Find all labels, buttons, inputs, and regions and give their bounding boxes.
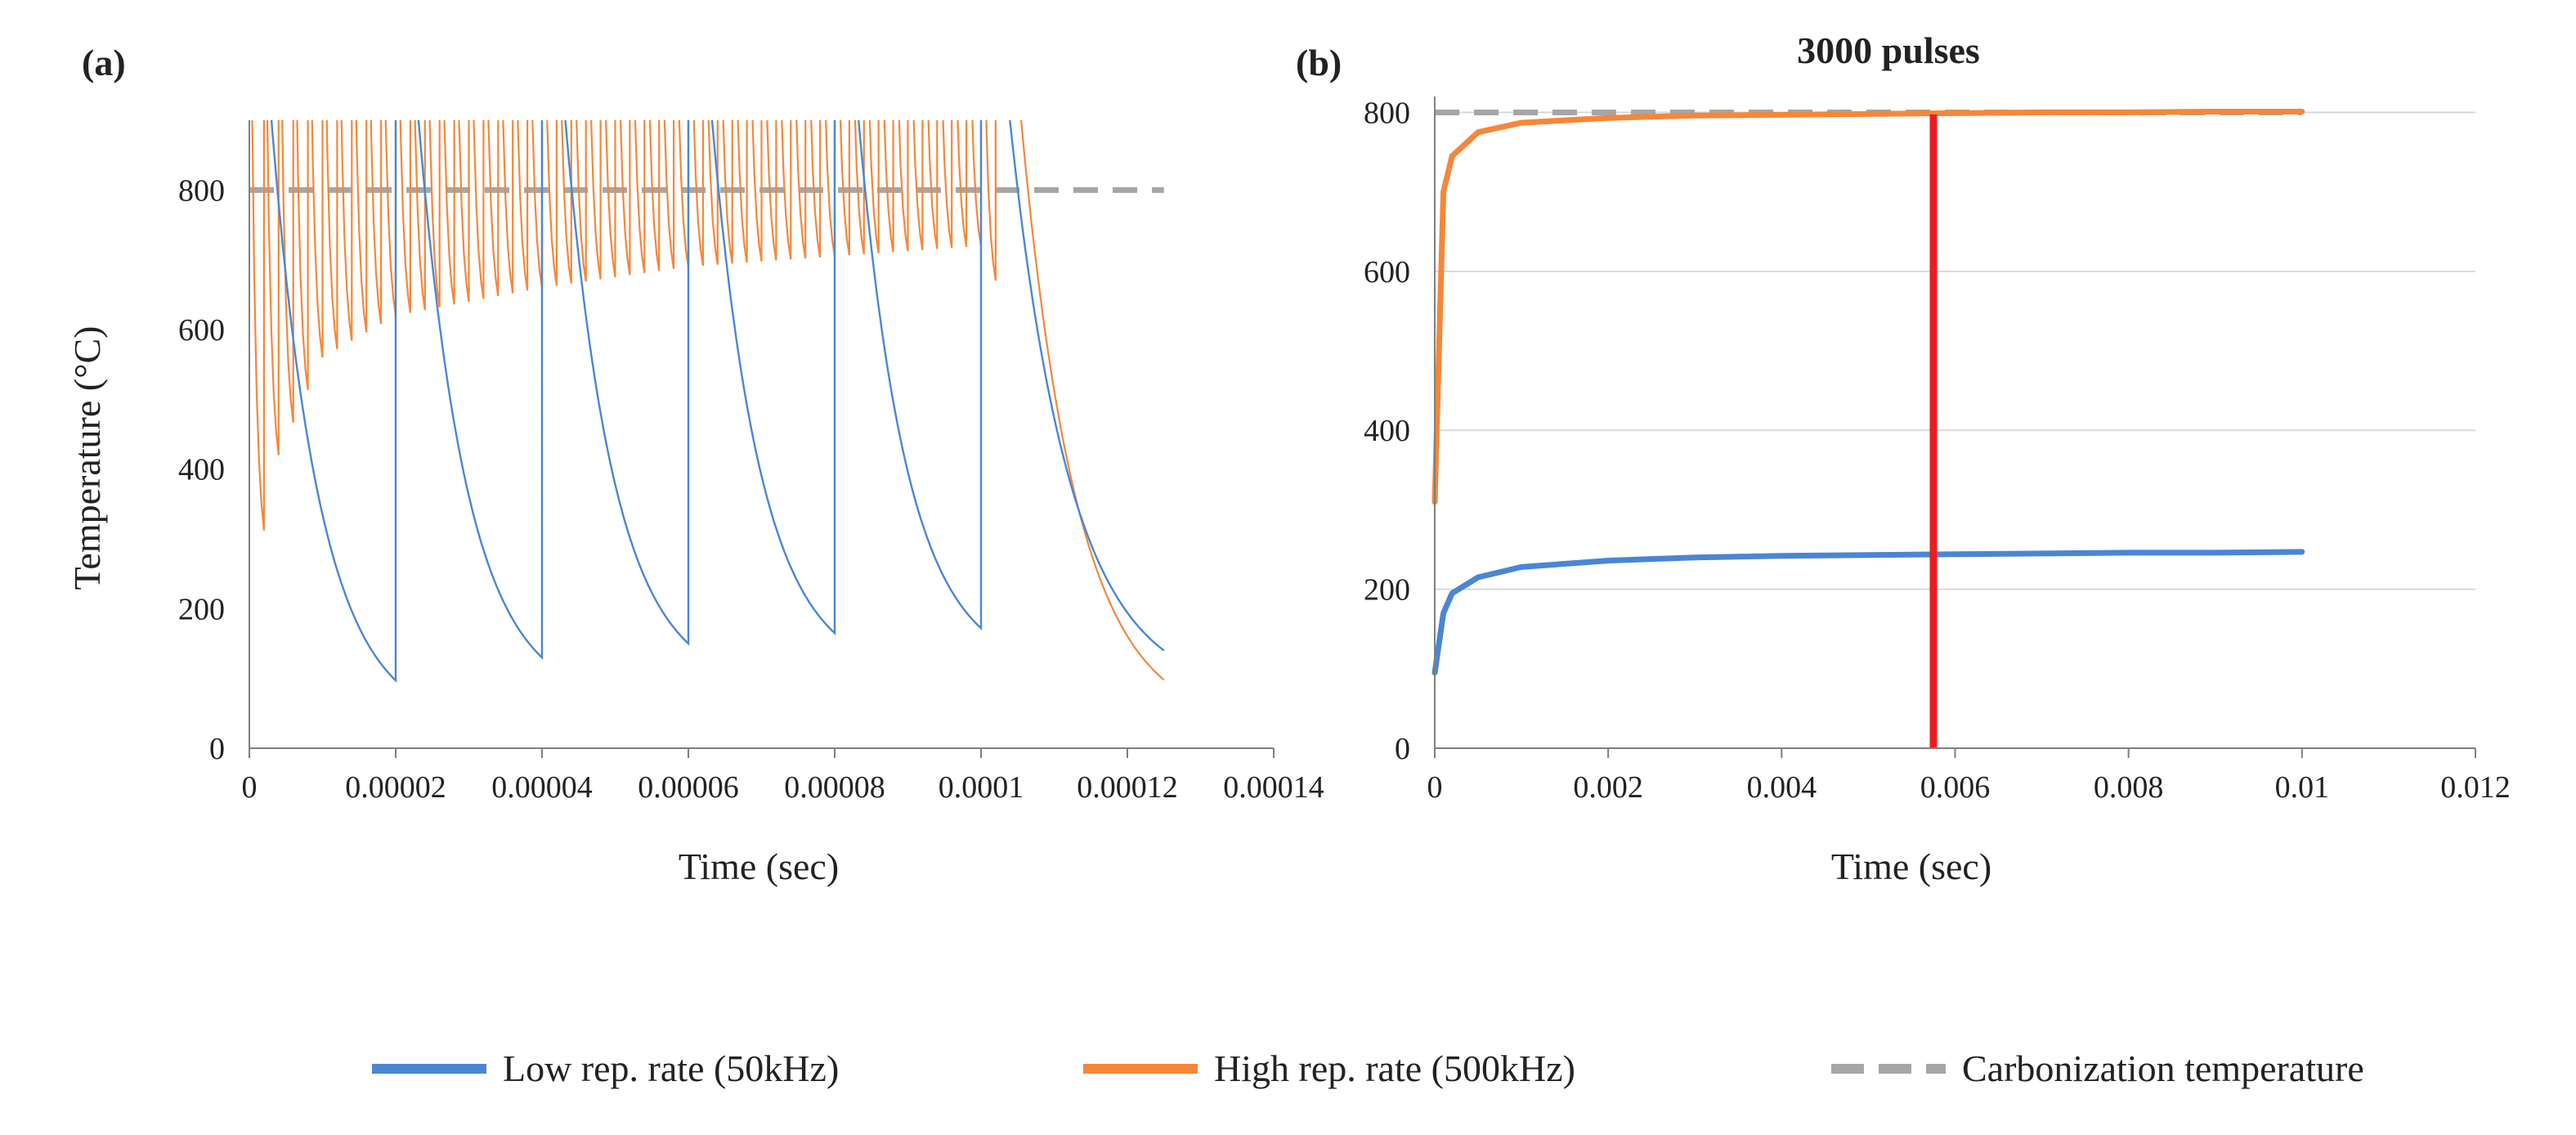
panel-b-x-tick-label: 0.012 <box>2440 770 2511 805</box>
panel-b-y-tick-label: 600 <box>1364 255 1410 289</box>
panel-b-x-axis-title: Time (sec) <box>1831 846 1991 887</box>
panel-a-x-tick-label: 0.00004 <box>491 770 593 805</box>
panel-a-y-tick-label: 600 <box>178 313 225 348</box>
panel-a-series <box>251 120 1165 684</box>
panel-a-series-high-rep-rate-500khz <box>251 120 1165 681</box>
legend-item-high-rep-rate: High rep. rate (500kHz) <box>1083 1048 1575 1089</box>
panel-a-y-tick-label: 200 <box>178 592 225 626</box>
panel-a-chart: (a) 0 0.00002 0.00004 0.00006 0.00008 0.0001 0… <box>66 42 1324 887</box>
panel-a-y-tick-label: 800 <box>178 173 225 208</box>
panel-a-y-tick-label: 0 <box>209 732 225 766</box>
panel-b-y-tick-label: 200 <box>1364 573 1410 608</box>
panel-a-x-tick-labels: 0 0.00002 0.00004 0.00006 0.00008 0.0001 0.000… <box>242 770 1324 805</box>
panel-b-x-tick-label: 0 <box>1427 770 1443 805</box>
panel-a-y-axis-title: Temperature (°C) <box>66 326 108 590</box>
panel-b-y-tick-labels: 0 200 400 600 800 <box>1364 96 1410 766</box>
panel-a-x-tick-label: 0.00002 <box>345 770 446 805</box>
panel-a-x-tick-label: 0.00012 <box>1077 770 1178 805</box>
panel-a-y-tick-label: 400 <box>178 453 225 487</box>
panel-b-title: 3000 pulses <box>1797 29 1980 71</box>
panel-a-axes <box>249 120 1275 758</box>
panel-a-x-axis-title: Time (sec) <box>679 846 839 887</box>
panel-b-x-tick-label: 0.008 <box>2094 770 2164 805</box>
panel-b-x-tick-label: 0.006 <box>1920 770 1991 805</box>
panel-b-x-tick-label: 0.002 <box>1573 770 1643 805</box>
panel-a-x-tick-label: 0.00006 <box>638 770 739 805</box>
panel-a-y-tick-labels: 0 200 400 600 800 <box>178 173 225 766</box>
panel-a-series-low-rep-rate-50khz <box>270 120 1165 684</box>
panel-b-y-tick-label: 0 <box>1395 732 1410 766</box>
panel-a-x-tick-label: 0.00008 <box>784 770 885 805</box>
panel-a-label: (a) <box>82 42 126 83</box>
panel-a-x-tick-label: 0 <box>242 770 258 805</box>
panel-b-chart: (b) 3000 pulses 0 0.002 0.004 0.006 0.008 0.0… <box>1296 29 2511 887</box>
panel-a-x-tick-label: 0.00014 <box>1223 770 1324 805</box>
panel-b-label: (b) <box>1296 42 1342 83</box>
panel-b-gridlines <box>1435 111 2475 590</box>
legend-label-low-rep-rate: Low rep. rate (50kHz) <box>503 1048 839 1089</box>
panel-b-series-high-rep-rate-500khz <box>1431 109 2305 505</box>
legend-item-carbonization-temperature: Carbonization temperature <box>1831 1048 2364 1089</box>
panel-a-x-tick-label: 0.0001 <box>939 770 1024 805</box>
legend-label-high-rep-rate: High rep. rate (500kHz) <box>1214 1048 1575 1089</box>
panel-b-x-tick-labels: 0 0.002 0.004 0.006 0.008 0.01 0.012 <box>1427 770 2511 805</box>
panel-b-x-tick-label: 0.01 <box>2275 770 2330 805</box>
legend-item-low-rep-rate: Low rep. rate (50kHz) <box>372 1048 839 1089</box>
legend: Low rep. rate (50kHz) High rep. rate (50… <box>372 1048 2364 1089</box>
panel-b-y-tick-label: 400 <box>1364 414 1410 448</box>
legend-label-carbonization-temperature: Carbonization temperature <box>1962 1048 2364 1089</box>
panel-b-axes <box>1434 96 2476 758</box>
panel-b-x-tick-label: 0.004 <box>1747 770 1817 805</box>
panel-b-series <box>1431 109 2305 676</box>
panel-b-y-tick-label: 800 <box>1364 96 1410 130</box>
panel-b-series-low-rep-rate-50khz <box>1431 549 2305 676</box>
